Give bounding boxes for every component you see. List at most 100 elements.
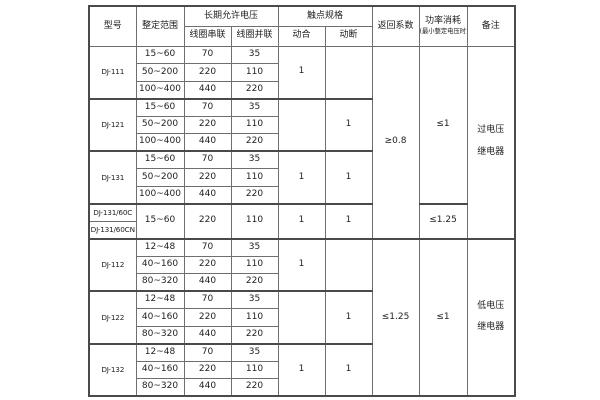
coil-parallel-cell: 35 (230, 237, 279, 257)
coil-parallel-cell: 220 (230, 378, 279, 397)
setting-range-cell: 100~400 (135, 133, 185, 152)
contact-no-cell: 1 (277, 237, 326, 292)
header-row-1: 型号 整定范围 长期允许电压 触点规格 返回系数 功率消耗 (最小整定电压时) … (88, 5, 516, 47)
setting-range-cell: 50~200 (135, 168, 185, 187)
coil-parallel-cell: 110 (230, 115, 279, 134)
setting-range-cell: 15~60 (135, 45, 185, 64)
col-header-return-coeff: 返回系数 (371, 5, 420, 47)
setting-range-cell: 80~320 (135, 378, 185, 397)
table-row: DJ-122 12~48 70 35 1 (88, 290, 515, 344)
coil-parallel-cell: 35 (230, 150, 279, 169)
contact-no-cell (277, 97, 326, 152)
model-cell: DJ-131/60CN (88, 220, 137, 239)
table-row: 40~160 220 110 (89, 255, 515, 274)
setting-range-cell: 100~400 (135, 80, 185, 99)
coil-series-cell: 440 (183, 133, 232, 152)
table-row: DJ-111 15~60 70 35 1 ≥0.8 ≤1 过电压 继电器 (88, 45, 516, 239)
return-coeff-cell: ≤1.25 (371, 237, 420, 397)
table-row: 100~400 440 220 (89, 185, 515, 204)
table-row: 50~200 220 110 (89, 168, 515, 187)
coil-series-cell: 220 (183, 202, 232, 239)
coil-parallel-cell: 35 (230, 342, 279, 362)
coil-parallel-cell: 220 (230, 273, 279, 292)
coil-parallel-cell: 35 (230, 97, 279, 117)
coil-parallel-cell: 220 (230, 80, 279, 99)
model-cell: DJ-111 (88, 45, 137, 99)
table-row: DJ-112 12~48 70 35 1 ≤1.25 ≤1 低电压 继电器 (88, 237, 516, 397)
col-header-coil-parallel: 线圈并联 (230, 25, 279, 47)
coil-series-cell: 220 (183, 308, 232, 327)
coil-series-cell: 440 (183, 378, 232, 397)
coil-series-cell: 440 (183, 325, 232, 344)
col-header-contact-nc: 动断 (324, 25, 373, 47)
model-cell: DJ-112 (88, 237, 137, 292)
table-row: 100~400 440 220 (89, 80, 515, 99)
coil-series-cell: 70 (183, 150, 232, 169)
contact-nc-cell (324, 45, 373, 99)
table-header: 型号 整定范围 长期允许电压 触点规格 返回系数 功率消耗 (最小整定电压时) … (88, 5, 516, 47)
contact-nc-cell: 1 (324, 290, 373, 344)
setting-range-cell: 50~200 (135, 63, 185, 82)
table-row: 40~160 220 110 (89, 360, 515, 379)
contact-nc-cell: 1 (324, 202, 373, 239)
setting-range-cell: 80~320 (135, 325, 185, 344)
setting-range-cell: 12~48 (135, 342, 185, 362)
coil-parallel-cell: 110 (230, 308, 279, 327)
coil-series-cell: 220 (183, 63, 232, 82)
model-cell: DJ-132 (88, 342, 137, 397)
table-row: 80~320 440 220 (89, 378, 515, 397)
contact-nc-cell: 1 (324, 97, 373, 152)
coil-series-cell: 70 (183, 97, 232, 117)
setting-range-cell: 50~200 (135, 115, 185, 134)
contact-no-cell (277, 290, 326, 344)
col-header-coil-series: 线圈串联 (183, 25, 232, 47)
remark-cell: 低电压 继电器 (466, 237, 516, 397)
coil-series-cell: 70 (183, 237, 232, 257)
col-header-model: 型号 (88, 5, 137, 47)
coil-series-cell: 220 (183, 115, 232, 134)
coil-parallel-cell: 35 (230, 290, 279, 309)
setting-range-cell: 40~160 (135, 308, 185, 327)
col-header-allowable-voltage: 长期允许电压 (183, 5, 279, 27)
power-label: 功率消耗 (425, 16, 462, 27)
setting-range-cell: 12~48 (135, 290, 185, 309)
col-header-setting-range: 整定范围 (135, 5, 185, 47)
header-row-2: 线圈串联 线圈并联 动合 动断 (89, 25, 515, 47)
power-cell: ≤1 (418, 237, 468, 397)
coil-parallel-cell: 220 (230, 185, 279, 204)
power-note: (最小整定电压时) (419, 28, 468, 36)
contact-nc-cell: 1 (324, 342, 373, 397)
col-header-contact-spec: 触点规格 (277, 5, 373, 27)
col-header-power: 功率消耗 (最小整定电压时) (418, 5, 468, 47)
setting-range-cell: 15~60 (135, 150, 185, 169)
power-cell: ≤1 (418, 45, 468, 204)
col-header-remark: 备注 (466, 5, 516, 47)
coil-series-cell: 70 (183, 45, 232, 64)
power-cell: ≤1.25 (418, 202, 468, 239)
table-row: DJ-131 15~60 70 35 1 1 (88, 150, 515, 204)
table-row: DJ-131/60C 15~60 220 110 1 1 ≤1.25 (88, 202, 515, 239)
model-cell: DJ-131 (88, 150, 137, 204)
return-coeff-cell: ≥0.8 (371, 45, 420, 239)
coil-parallel-cell: 110 (230, 360, 279, 379)
contact-no-cell: 1 (277, 202, 326, 239)
coil-series-cell: 70 (183, 290, 232, 309)
coil-series-cell: 440 (183, 80, 232, 99)
table-row: DJ-132 12~48 70 35 1 1 (88, 342, 515, 397)
model-cell: DJ-122 (88, 290, 137, 344)
coil-parallel-cell: 220 (230, 325, 279, 344)
coil-parallel-cell: 35 (230, 45, 279, 64)
model-cell: DJ-121 (88, 97, 137, 152)
contact-nc-cell: 1 (324, 150, 373, 204)
coil-series-cell: 220 (183, 255, 232, 274)
coil-parallel-cell: 110 (230, 63, 279, 82)
coil-series-cell: 440 (183, 273, 232, 292)
spec-table-body: DJ-111 15~60 70 35 1 ≥0.8 ≤1 过电压 继电器 50~200 220 11… (88, 45, 516, 397)
coil-series-cell: 70 (183, 342, 232, 362)
relay-spec-table: 型号 整定范围 长期允许电压 触点规格 返回系数 功率消耗 (最小整定电压时) … (88, 5, 517, 397)
coil-series-cell: 440 (183, 185, 232, 204)
setting-range-cell: 80~320 (135, 273, 185, 292)
setting-range-cell: 100~400 (135, 185, 185, 204)
contact-no-cell: 1 (277, 150, 326, 204)
